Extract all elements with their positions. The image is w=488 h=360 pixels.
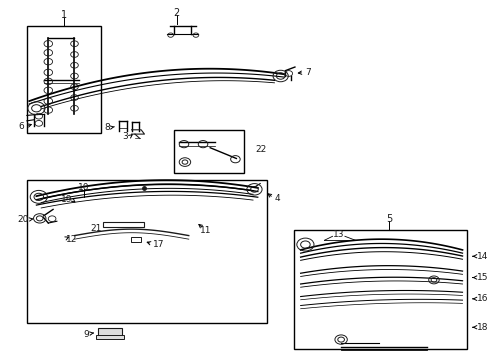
Text: 12: 12 [66, 235, 78, 244]
Text: 19: 19 [61, 195, 72, 204]
Bar [27, 26, 101, 134]
Bar [27, 180, 267, 323]
Text: 22: 22 [255, 145, 266, 154]
Text: 8: 8 [104, 123, 110, 132]
Text: 11: 11 [199, 226, 211, 235]
Bar [174, 130, 243, 173]
Bar [103, 222, 143, 227]
Text: 14: 14 [476, 252, 487, 261]
Text: 18: 18 [476, 323, 488, 332]
Text: 6: 6 [19, 122, 24, 131]
Text: 7: 7 [305, 68, 310, 77]
Text: 16: 16 [476, 294, 488, 303]
Bar [98, 328, 122, 337]
Text: 2: 2 [173, 8, 180, 18]
Text: 21: 21 [90, 224, 102, 233]
Bar [130, 237, 141, 242]
Text: 9: 9 [83, 330, 89, 339]
Text: 13: 13 [332, 230, 344, 239]
Text: 20: 20 [17, 215, 28, 224]
Text: 17: 17 [153, 240, 164, 249]
Bar [293, 230, 467, 348]
Text: 1: 1 [61, 10, 67, 20]
Text: 3: 3 [122, 132, 128, 141]
Text: 10: 10 [78, 183, 90, 192]
Bar [96, 335, 124, 338]
Text: 15: 15 [476, 273, 488, 282]
Text: 4: 4 [274, 194, 280, 203]
Text: 5: 5 [385, 215, 391, 224]
